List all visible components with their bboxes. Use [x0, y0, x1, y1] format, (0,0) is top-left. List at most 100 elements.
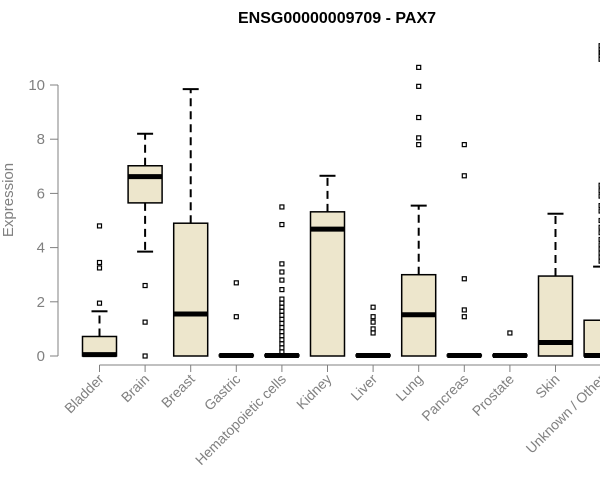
outlier-point [279, 329, 285, 335]
outlier-point [142, 319, 148, 325]
y-tick-label: 8 [37, 131, 45, 148]
outlier-point [598, 230, 600, 236]
outlier-point [279, 341, 285, 347]
box-series [81, 43, 600, 359]
outlier-point [96, 223, 103, 229]
x-tick-label: Liver [347, 371, 380, 404]
x-tick-label: Hematopoietic cells [192, 371, 289, 468]
outlier-point [598, 254, 600, 260]
x-tick-label: Gastric [201, 371, 244, 414]
y-tick-label: 10 [28, 77, 45, 94]
box-pancreas [446, 142, 483, 358]
outlier-point [279, 304, 285, 310]
outlier-point [233, 314, 239, 320]
outlier-point [598, 217, 600, 224]
outlier-point [96, 265, 103, 271]
box-brain [127, 132, 163, 359]
outlier-point [279, 333, 285, 339]
outlier-point [279, 308, 285, 314]
outlier-point [370, 330, 376, 336]
box-bladder [81, 223, 118, 358]
outlier-point [142, 282, 148, 289]
outlier-point [461, 142, 467, 148]
box-skin [537, 212, 574, 357]
outlier-point [279, 221, 285, 228]
outlier-point [370, 326, 376, 332]
box-kidney [309, 174, 346, 357]
outlier-point [279, 204, 285, 210]
x-tick-label: Brain [118, 371, 152, 405]
outlier-point [279, 277, 285, 283]
outlier-point [461, 314, 467, 320]
outlier-point [96, 259, 103, 266]
box-unknown-other [583, 43, 600, 358]
outlier-point [370, 319, 376, 325]
box-rect [172, 222, 209, 357]
outlier-point [461, 307, 467, 313]
outlier-point [279, 320, 285, 327]
outlier-point [279, 300, 285, 306]
outlier-point [370, 304, 376, 310]
box-breast [172, 88, 209, 357]
outlier-point [416, 114, 422, 121]
outlier-point [416, 142, 422, 148]
outlier-point [416, 135, 422, 141]
outlier-point [598, 182, 600, 188]
outlier-point [598, 258, 600, 264]
outlier-point [598, 224, 600, 230]
y-axis: 0 2 4 6 8 10 [28, 77, 59, 365]
outlier-point [279, 269, 285, 275]
outlier-point [598, 47, 600, 53]
outlier-point [279, 312, 285, 318]
outlier-point [96, 300, 103, 306]
box-rect [127, 165, 163, 204]
outlier-point [598, 202, 600, 209]
outlier-point [598, 250, 600, 256]
box-liver [355, 304, 391, 358]
outlier-point [279, 337, 285, 343]
box-hematopoietic-cells [264, 204, 300, 358]
outlier-point [279, 316, 285, 323]
outlier-point [279, 296, 285, 302]
outlier-point [461, 276, 467, 282]
outlier-point [416, 83, 422, 89]
box-rect [309, 211, 346, 357]
outlier-point [598, 43, 600, 49]
x-tick-label: Breast [158, 371, 198, 411]
outlier-point [598, 52, 600, 58]
outlier-point [598, 49, 600, 56]
outlier-point [142, 353, 148, 359]
x-tick-label: Skin [532, 371, 563, 402]
y-tick-label: 0 [37, 348, 45, 365]
box-lung [400, 64, 437, 357]
y-tick-label: 6 [37, 185, 45, 202]
y-tick-label: 4 [37, 240, 45, 257]
outlier-point [279, 261, 285, 267]
outlier-point [416, 64, 422, 70]
outlier-point [279, 324, 285, 331]
outlier-point [598, 208, 600, 214]
chart-title: ENSG00000009709 - PAX7 [238, 10, 436, 27]
x-tick-label: Lung [392, 371, 425, 404]
outlier-point [279, 345, 285, 351]
outlier-point [233, 280, 239, 286]
box-prostate [492, 330, 528, 358]
y-tick-label: 2 [37, 294, 45, 311]
x-tick-label: Pancreas [418, 371, 471, 424]
outlier-point [279, 287, 285, 293]
x-tick-label: Bladder [61, 371, 107, 417]
outlier-point [507, 330, 513, 336]
outlier-point [598, 56, 600, 62]
outlier-point [598, 188, 600, 194]
outlier-point [598, 242, 600, 248]
x-tick-label: Unknown / Other [523, 371, 600, 457]
outlier-point [598, 236, 600, 243]
outlier-point [598, 246, 600, 252]
outlier-point [598, 193, 600, 199]
box-rect [583, 319, 600, 357]
x-tick-label: Prostate [469, 371, 517, 419]
outlier-point [461, 173, 467, 179]
box-gastric [218, 280, 255, 358]
